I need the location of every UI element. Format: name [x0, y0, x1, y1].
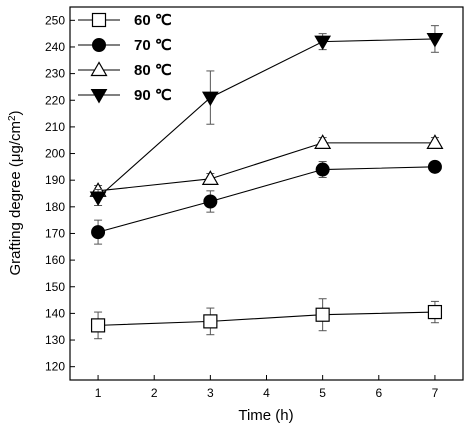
- data-point: [203, 194, 218, 209]
- y-tick-label: 240: [45, 40, 65, 54]
- y-axis: 120 130 140 150 160 170 180 190 200 210 220 230 240 2…: [45, 13, 75, 374]
- series-0: [90, 298, 443, 340]
- series-line: [98, 142, 435, 192]
- y-tick-label: 210: [45, 120, 65, 134]
- x-tick-label: 3: [207, 386, 214, 400]
- series-line: [97, 38, 435, 198]
- x-axis: 1 2 3 4 5 6 7: [95, 375, 439, 400]
- y-tick-label: 150: [45, 280, 65, 294]
- y-tick-label: 230: [45, 67, 65, 81]
- legend-label: 60 ℃: [134, 12, 172, 29]
- x-tick-label: 5: [319, 386, 326, 400]
- data-point: [315, 307, 330, 322]
- y-tick-label: 130: [45, 333, 65, 347]
- x-tick-label: 1: [95, 386, 102, 400]
- x-tick-label: 2: [151, 386, 158, 400]
- data-point: [427, 304, 443, 320]
- series-layer: [89, 25, 444, 340]
- legend-marker: [90, 61, 108, 77]
- data-point: [90, 318, 106, 333]
- series-1: [91, 159, 442, 245]
- data-point: [315, 162, 330, 177]
- y-tick-label: 200: [45, 147, 65, 161]
- data-point: [426, 134, 444, 149]
- legend-label: 80 ℃: [134, 62, 172, 79]
- series-line: [98, 311, 435, 326]
- y-axis-title: Grafting degree (μg/cm2): [7, 110, 25, 275]
- legend: 60 ℃ 70 ℃ 80 ℃ 90 ℃: [78, 12, 172, 104]
- data-point: [427, 159, 442, 174]
- data-point: [201, 91, 219, 107]
- x-axis-title: Time (h): [238, 407, 293, 424]
- y-tick-label: 170: [45, 226, 65, 240]
- legend-label: 90 ℃: [134, 87, 172, 104]
- x-tick-label: 7: [432, 386, 439, 400]
- legend-marker: [92, 38, 106, 52]
- y-tick-label: 160: [45, 253, 65, 267]
- data-point: [314, 35, 332, 51]
- y-tick-label: 140: [45, 306, 65, 320]
- data-point: [203, 314, 218, 329]
- y-tick-label: 190: [45, 173, 65, 187]
- y-axis-title-close: ): [7, 110, 24, 115]
- y-axis-title-main: Grafting degree (μg/cm: [7, 121, 24, 276]
- y-tick-label: 120: [45, 360, 65, 374]
- y-tick-label: 250: [45, 13, 65, 27]
- series-2: [89, 134, 444, 197]
- x-tick-label: 4: [263, 386, 270, 400]
- data-point: [314, 134, 332, 149]
- y-tick-label: 220: [45, 93, 65, 107]
- legend-marker: [90, 89, 108, 104]
- series-3: [89, 25, 444, 206]
- data-point: [201, 170, 219, 185]
- data-point: [89, 191, 107, 206]
- legend-marker: [91, 12, 107, 28]
- legend-label: 70 ℃: [134, 37, 172, 54]
- data-point: [426, 32, 444, 48]
- data-point: [91, 225, 106, 240]
- y-axis-title-sup: 2: [7, 115, 18, 121]
- series-line: [97, 166, 435, 233]
- y-tick-label: 180: [45, 200, 65, 214]
- x-tick-label: 6: [375, 386, 382, 400]
